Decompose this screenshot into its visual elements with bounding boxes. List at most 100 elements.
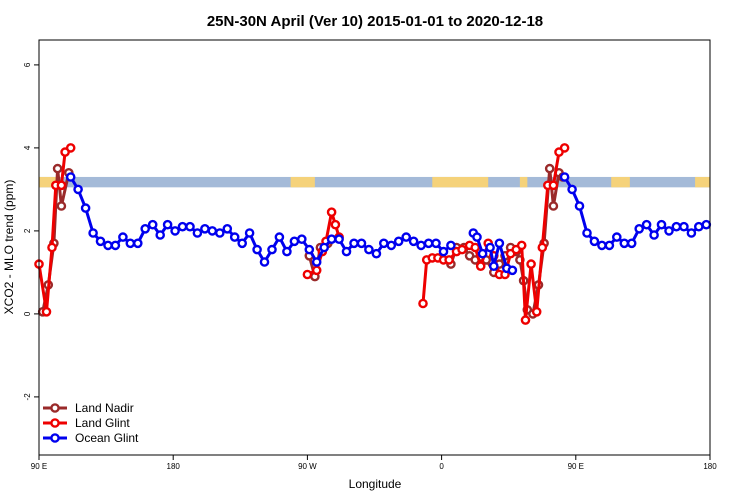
x-axis-label: Longitude [349,477,402,491]
data-point-2-0-43 [386,240,397,251]
data-point-1-0-2 [47,242,57,253]
data-point-2-1-5 [494,238,505,249]
data-point-2-0-21 [222,223,233,234]
data-point-2-0-1 [73,184,83,195]
data-point-1-0-1 [41,306,52,317]
x-tick-label-2: 90 W [298,462,317,471]
legend-label: Ocean Glint [75,431,139,445]
data-point-2-0-30 [289,236,300,247]
legend-swatch-marker [50,403,60,413]
series-line-1-2 [421,146,566,322]
data-point-2-0-12 [155,230,165,240]
data-point-2-0-7 [118,232,128,242]
data-point-1-2-10 [475,261,486,272]
data-point-2-2-1 [567,184,577,195]
data-point-2-2-10 [634,223,645,234]
x-tick-label-1: 180 [167,462,181,471]
data-point-1-1-0 [302,269,313,280]
data-point-2-0-25 [252,244,262,255]
band-ocean [39,176,710,188]
data-point-2-0-28 [274,232,285,242]
data-point-2-0-40 [364,244,374,255]
data-point-2-0-26 [259,257,270,267]
x-tick-label-3: 0 [439,462,444,471]
legend-swatch-marker [50,418,60,428]
data-point-2-0-31 [296,234,307,244]
data-point-2-1-2 [477,248,488,259]
data-point-1-2-20 [531,306,542,317]
data-point-2-1-7 [507,265,518,276]
y-tick-label-2: 2 [23,228,32,233]
data-point-2-0-0 [65,172,76,182]
data-point-2-0-49 [431,238,441,249]
data-point-2-0-8 [125,238,136,249]
data-point-2-0-17 [192,228,203,238]
x-tick-label-4: 90 E [568,462,584,471]
data-point-2-0-29 [282,246,292,257]
x-tick-label-5: 180 [703,462,717,471]
data-point-2-0-15 [177,221,188,232]
x-tick-label-0: 90 E [31,462,47,471]
y-axis: -2 0 2 4 6 [23,62,39,400]
data-point-2-0-45 [401,232,412,242]
data-point-0-0-4 [56,201,67,211]
data-point-2-0-34 [319,242,330,253]
data-point-2-2-11 [641,219,652,230]
data-point-2-2-0 [559,172,570,182]
data-point-2-0-3 [88,228,98,238]
data-point-2-2-16 [679,221,689,232]
data-point-1-1-1 [311,265,322,276]
data-point-1-0-4 [56,180,67,191]
data-point-2-0-37 [341,246,352,257]
data-point-2-0-20 [214,228,225,238]
plot-frame [38,39,711,456]
data-point-2-0-38 [349,238,359,249]
data-point-2-2-7 [612,232,622,242]
data-point-2-0-5 [103,240,113,251]
data-point-1-2-17 [516,240,527,251]
data-point-2-2-6 [604,240,615,251]
legend-item-2: Ocean Glint [43,431,139,445]
data-point-1-2-5 [444,255,454,265]
data-point-2-2-13 [656,219,667,230]
data-point-1-2-0 [418,298,428,309]
data-point-2-0-16 [185,221,195,232]
data-point-2-1-3 [485,242,495,253]
data-point-2-2-12 [649,230,659,240]
data-point-2-0-44 [393,236,404,247]
data-point-2-0-41 [371,248,382,259]
data-point-2-0-4 [95,236,106,247]
data-point-2-0-46 [408,236,419,247]
data-point-1-0-6 [65,143,76,153]
legend-label: Land Nadir [75,401,134,415]
data-point-2-0-50 [438,246,449,257]
data-point-2-0-48 [423,238,434,249]
data-point-2-0-32 [304,244,315,255]
data-point-1-2-23 [548,180,559,191]
legend-label: Land Glint [75,416,130,430]
data-point-2-0-23 [237,238,247,249]
data-point-2-0-18 [200,223,210,234]
data-point-2-0-51 [446,240,456,251]
data-point-2-0-35 [326,234,337,244]
data-point-2-2-14 [664,226,674,236]
data-point-1-2-9 [470,242,481,253]
data-point-2-0-6 [110,240,121,251]
series-layer [34,143,712,325]
data-point-0-3-4 [548,201,559,211]
band-land-0 [39,176,58,188]
data-point-0-0-3 [52,163,63,174]
data-point-2-2-5 [597,240,607,251]
data-point-1-1-5 [330,219,341,230]
data-point-2-0-2 [80,203,91,213]
x-axis: 90 E 180 90 W 0 90 E 180 [31,455,717,471]
series-land-glint [34,143,570,325]
data-point-2-2-18 [694,221,704,232]
data-point-2-0-9 [132,238,143,249]
data-point-2-2-2 [574,201,585,211]
data-point-2-2-4 [589,236,600,247]
band-land-1 [290,176,315,188]
y-tick-label-3: 4 [23,145,32,150]
